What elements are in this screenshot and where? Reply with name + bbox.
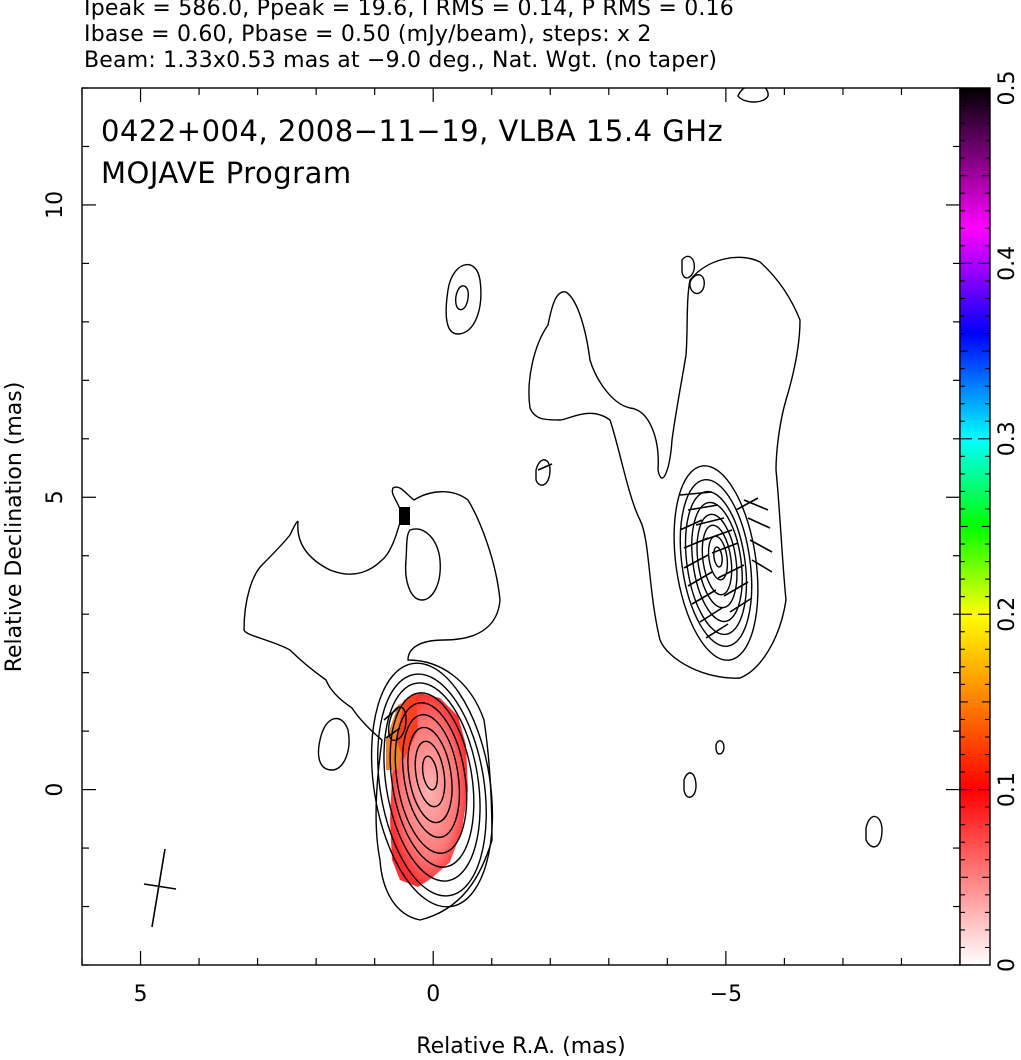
map-content xyxy=(243,88,883,921)
restoring-beam-cross xyxy=(143,848,177,928)
source-annotation: 0422+004, 2008−11−19, VLBA 15.4 GHz xyxy=(101,114,723,148)
colorbar-tick-label: 0.1 xyxy=(995,772,1020,807)
x-tick-label: −5 xyxy=(710,982,742,1007)
colorbar-tick-labels: 0 0.1 0.2 0.3 0.4 0.5 xyxy=(995,71,1020,973)
plot-frame xyxy=(81,87,961,966)
x-axis-title: Relative R.A. (mas) xyxy=(416,1034,625,1059)
x-tick-label: 0 xyxy=(426,982,440,1007)
contour-isolated-8mas xyxy=(445,263,482,335)
polarization-vectors xyxy=(383,463,773,739)
y-axis-title: Relative Declination (mas) xyxy=(2,382,27,673)
header-base-levels: Ibase = 0.60, Pbase = 0.50 (mJy/beam), s… xyxy=(84,22,652,47)
contour-knot-upper xyxy=(404,528,441,601)
colorbar-ticks xyxy=(960,87,990,966)
y-tick-label: 0 xyxy=(43,783,68,797)
colorbar-tick-label: 0.5 xyxy=(995,71,1020,106)
header-beam-info: Beam: 1.33x0.53 mas at −9.0 deg., Nat. W… xyxy=(84,48,718,73)
program-annotation: MOJAVE Program xyxy=(101,156,352,190)
axis-ticks xyxy=(81,87,961,966)
header-peak-rms: Ipeak = 586.0, Ppeak = 19.6, I RMS = 0.1… xyxy=(84,0,734,21)
component-marker xyxy=(399,507,410,525)
intensity-contours xyxy=(243,88,883,921)
contour-outer-jet xyxy=(528,256,801,679)
y-tick-labels: 0 5 10 xyxy=(43,191,68,797)
x-tick-label: 5 xyxy=(134,982,148,1007)
colorbar-tick-label: 0.3 xyxy=(995,421,1020,456)
x-tick-labels: 5 0 −5 xyxy=(134,982,743,1007)
colorbar-tick-label: 0 xyxy=(995,958,1020,972)
colorbar: 0 0.1 0.2 0.3 0.4 0.5 xyxy=(959,71,1020,973)
colorbar-tick-label: 0.2 xyxy=(995,597,1020,632)
y-tick-label: 10 xyxy=(43,191,68,219)
colorbar-tick-label: 0.4 xyxy=(995,246,1020,281)
contour-left-blob xyxy=(317,717,350,771)
y-tick-label: 5 xyxy=(43,490,68,504)
